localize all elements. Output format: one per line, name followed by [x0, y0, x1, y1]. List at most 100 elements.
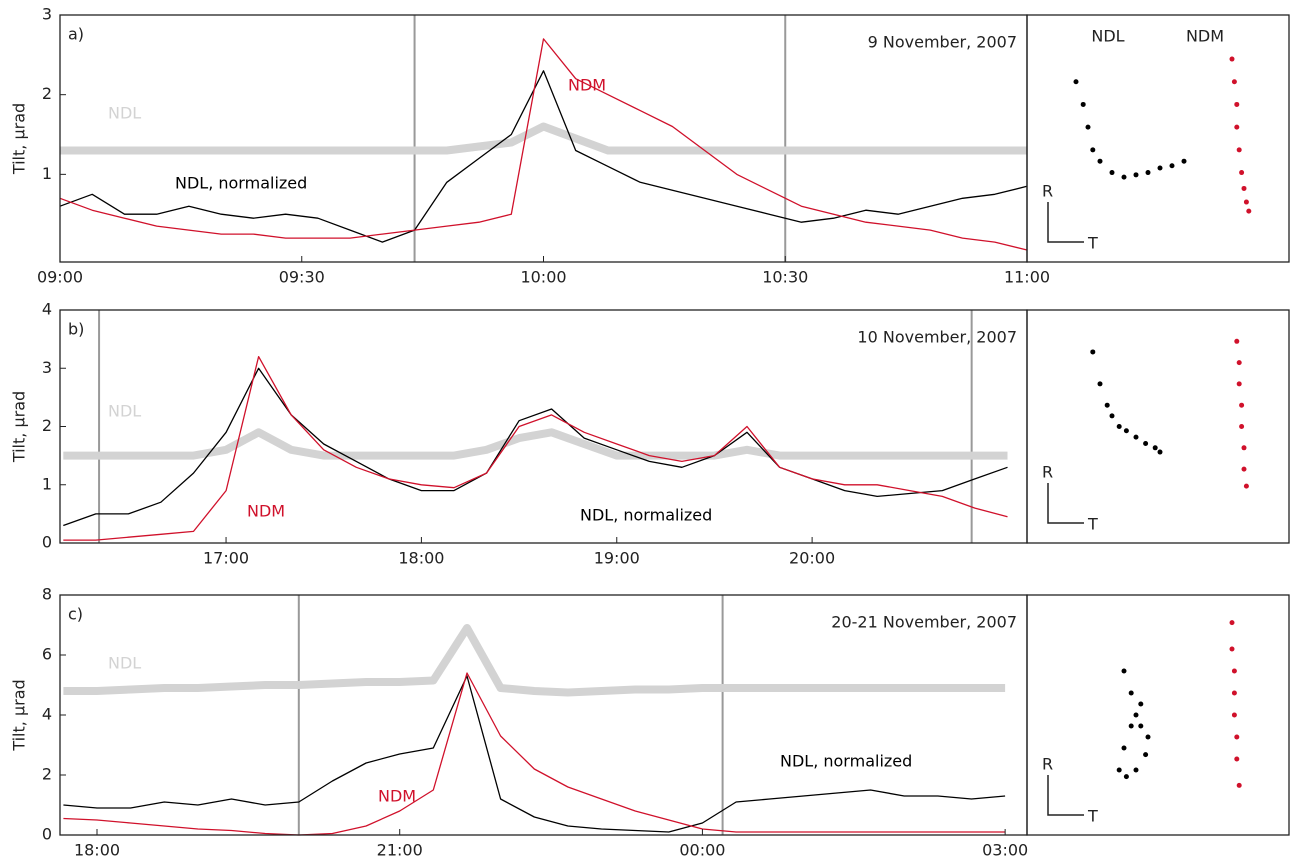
- axes-key: [1047, 202, 1084, 243]
- scatter-point: [1116, 767, 1122, 773]
- x-tick-label: 19:00: [594, 549, 640, 568]
- scatter-point: [1090, 349, 1096, 355]
- y-axis-label: Tilt, µrad: [10, 679, 29, 751]
- panel-title: 20-21 November, 2007: [831, 613, 1017, 632]
- scatter-point: [1169, 163, 1175, 169]
- scatter-point: [1157, 165, 1163, 171]
- series-line: [60, 122, 1027, 155]
- y-axis-label: Tilt, µrad: [10, 103, 29, 175]
- y-axis-label: Tilt, µrad: [10, 391, 29, 463]
- scatter-point: [1145, 170, 1151, 176]
- series-name: NDL: [108, 402, 141, 421]
- axis-key-label: T: [1087, 515, 1098, 534]
- scatter-point: [1239, 424, 1245, 429]
- y-tick-label: 8: [42, 585, 52, 604]
- x-tick-label: 20:00: [789, 549, 835, 568]
- y-tick-label: 0: [42, 533, 52, 552]
- scatter-point: [1236, 147, 1242, 153]
- series-line: [63, 428, 1008, 460]
- scatter-point: [1121, 745, 1127, 751]
- series-name: NDL: [108, 654, 141, 673]
- scatter-point: [1236, 782, 1242, 788]
- scatter-point: [1116, 424, 1122, 429]
- panel-label: c): [68, 605, 83, 624]
- series-name: NDM: [1186, 27, 1224, 46]
- scatter-point: [1234, 124, 1240, 130]
- scatter-point: [1138, 723, 1144, 729]
- panel-title: 9 November, 2007: [868, 33, 1017, 52]
- scatter-point: [1133, 767, 1139, 773]
- series-name: NDL, normalized: [580, 506, 712, 525]
- scatter-point: [1109, 170, 1115, 176]
- y-tick-label: 2: [42, 84, 52, 103]
- scatter-point: [1085, 124, 1091, 130]
- scatter-point: [1236, 381, 1242, 387]
- scatter-point: [1121, 668, 1127, 674]
- scatter-point: [1138, 701, 1144, 707]
- scatter-point: [1181, 158, 1187, 164]
- panel-title: 10 November, 2007: [857, 328, 1017, 347]
- axis-key-label: T: [1087, 234, 1098, 253]
- scatter-point: [1157, 449, 1163, 455]
- scatter-point: [1109, 413, 1115, 419]
- x-tick-label: 17:00: [203, 549, 249, 568]
- scatter-point: [1097, 381, 1103, 387]
- scatter-point: [1241, 466, 1247, 472]
- x-tick-label: 09:00: [37, 268, 83, 287]
- y-tick-label: 3: [42, 5, 52, 24]
- axes-key: [1047, 483, 1084, 524]
- series-name: NDL, normalized: [780, 752, 912, 771]
- scatter-point: [1241, 445, 1247, 451]
- scatter-point: [1097, 158, 1103, 164]
- x-tick-label: 09:30: [279, 268, 325, 287]
- axes-key: [1047, 775, 1084, 816]
- scatter-point: [1234, 756, 1240, 762]
- x-tick-label: 18:00: [398, 549, 444, 568]
- scatter-point: [1123, 428, 1129, 434]
- scatter-point: [1231, 668, 1237, 674]
- scatter-point: [1128, 723, 1134, 729]
- scatter-point: [1133, 712, 1139, 718]
- x-tick-label: 11:00: [1004, 268, 1050, 287]
- series-line: [63, 624, 1006, 697]
- series-line: [63, 355, 1008, 541]
- y-tick-label: 3: [42, 358, 52, 377]
- scatter-frame: [1026, 594, 1290, 836]
- y-tick-label: 2: [42, 765, 52, 784]
- axis-key-label: R: [1042, 463, 1053, 482]
- scatter-point: [1152, 445, 1158, 451]
- series-name: NDM: [568, 76, 606, 95]
- y-tick-label: 4: [42, 705, 52, 724]
- scatter-point: [1243, 199, 1249, 205]
- x-tick-label: 10:30: [762, 268, 808, 287]
- scatter-point: [1239, 402, 1245, 408]
- scatter-point: [1145, 734, 1151, 740]
- scatter-point: [1080, 101, 1086, 107]
- plot-frame: [59, 14, 1028, 263]
- series-name: NDL, normalized: [175, 174, 307, 193]
- scatter-point: [1231, 79, 1237, 85]
- scatter-point: [1239, 170, 1245, 176]
- scatter-point: [1241, 185, 1247, 191]
- scatter-point: [1104, 402, 1110, 408]
- scatter-point: [1243, 483, 1249, 489]
- scatter-point: [1229, 646, 1235, 652]
- scatter-point: [1234, 338, 1240, 344]
- series-line: [59, 70, 1028, 243]
- y-tick-label: 0: [42, 825, 52, 844]
- scatter-point: [1234, 734, 1240, 740]
- scatter-frame: [1026, 14, 1290, 263]
- scatter-point: [1133, 172, 1139, 178]
- scatter-point: [1133, 434, 1139, 440]
- scatter-point: [1128, 690, 1134, 696]
- series-name: NDL: [1091, 27, 1124, 46]
- x-tick-label: 00:00: [679, 841, 725, 860]
- panel-label: b): [68, 320, 84, 339]
- scatter-frame: [1026, 309, 1290, 544]
- scatter-point: [1236, 360, 1242, 366]
- scatter-point: [1231, 690, 1237, 696]
- axis-key-label: T: [1087, 807, 1098, 826]
- y-tick-label: 1: [42, 474, 52, 493]
